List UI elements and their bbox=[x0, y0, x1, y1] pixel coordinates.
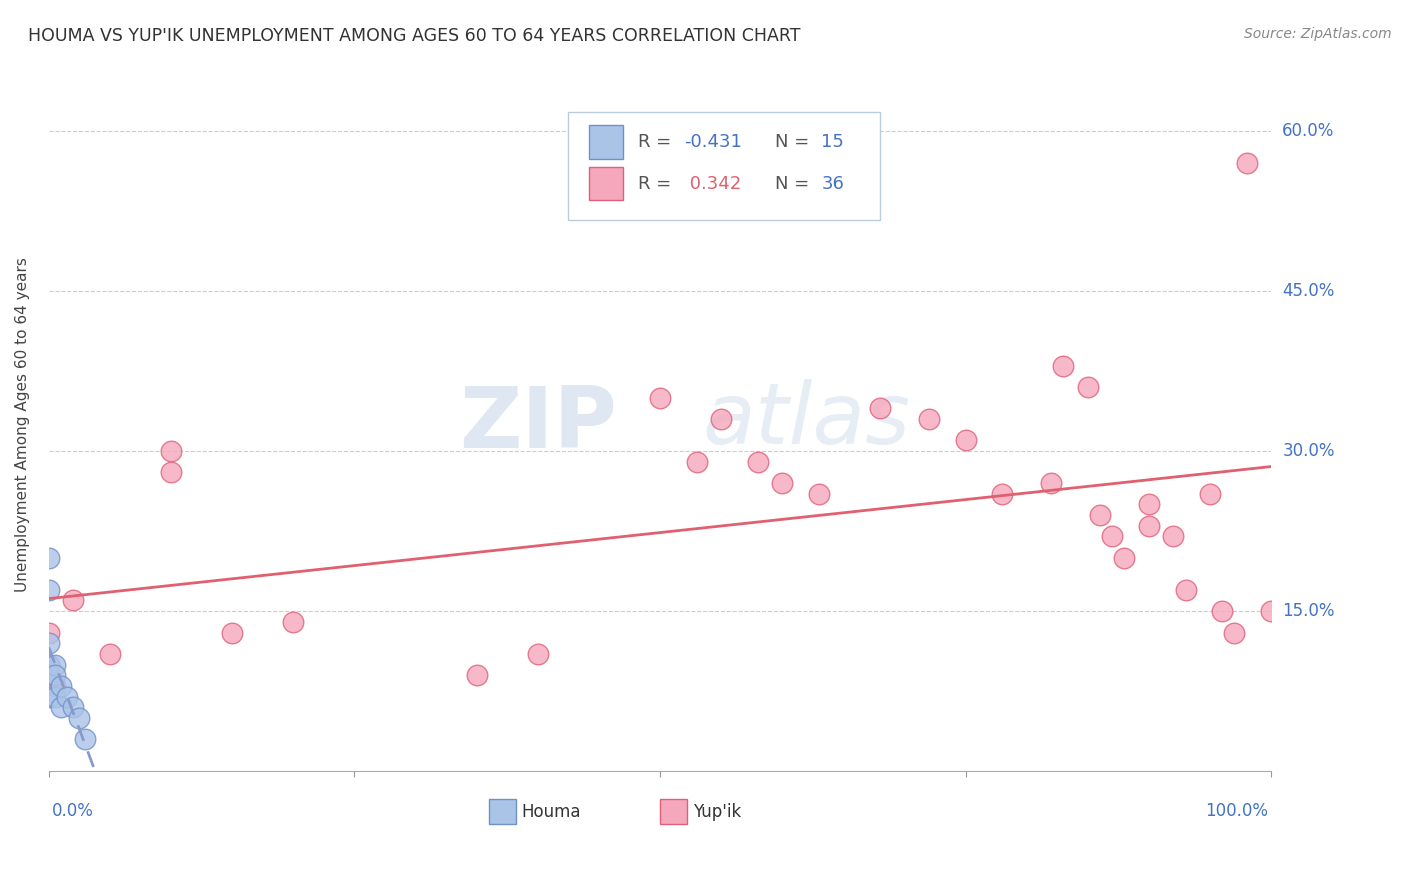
Point bbox=[38, 690, 60, 704]
Point bbox=[648, 391, 671, 405]
Point bbox=[67, 711, 90, 725]
Point bbox=[991, 487, 1014, 501]
Point bbox=[1163, 529, 1185, 543]
Text: -0.431: -0.431 bbox=[685, 133, 742, 151]
FancyBboxPatch shape bbox=[568, 112, 880, 219]
Point bbox=[1199, 487, 1222, 501]
Point bbox=[1088, 508, 1111, 522]
Text: ZIP: ZIP bbox=[460, 383, 617, 466]
Bar bbox=[589, 125, 623, 159]
Point bbox=[1052, 359, 1074, 373]
Point bbox=[221, 625, 243, 640]
Text: Source: ZipAtlas.com: Source: ZipAtlas.com bbox=[1244, 27, 1392, 41]
Point bbox=[283, 615, 305, 629]
Point bbox=[1137, 497, 1160, 511]
Text: N =: N = bbox=[775, 133, 815, 151]
Text: 45.0%: 45.0% bbox=[1282, 282, 1334, 300]
Point bbox=[685, 455, 707, 469]
Point bbox=[62, 593, 84, 607]
Text: R =: R = bbox=[638, 133, 676, 151]
Point bbox=[1211, 604, 1233, 618]
Point bbox=[770, 476, 793, 491]
Point bbox=[1260, 604, 1282, 618]
Point bbox=[38, 550, 60, 565]
Point bbox=[1101, 529, 1123, 543]
Point bbox=[955, 434, 977, 448]
Text: 30.0%: 30.0% bbox=[1282, 442, 1334, 460]
Text: 100.0%: 100.0% bbox=[1205, 802, 1268, 820]
Text: 60.0%: 60.0% bbox=[1282, 122, 1334, 140]
Bar bbox=[589, 167, 623, 200]
Point bbox=[1174, 582, 1197, 597]
Text: N =: N = bbox=[775, 175, 815, 193]
Point bbox=[1077, 380, 1099, 394]
Point bbox=[1137, 518, 1160, 533]
Point bbox=[38, 636, 60, 650]
Text: Yup'ik: Yup'ik bbox=[693, 803, 741, 821]
Point bbox=[38, 657, 60, 672]
Point bbox=[75, 732, 97, 747]
Text: Houma: Houma bbox=[522, 803, 581, 821]
Text: R =: R = bbox=[638, 175, 676, 193]
Bar bbox=[659, 799, 688, 824]
Point bbox=[465, 668, 488, 682]
Point bbox=[44, 668, 66, 682]
Point bbox=[56, 690, 79, 704]
Text: 15.0%: 15.0% bbox=[1282, 602, 1334, 620]
Point bbox=[1223, 625, 1246, 640]
Text: 0.342: 0.342 bbox=[685, 175, 741, 193]
Point bbox=[918, 412, 941, 426]
Point bbox=[62, 700, 84, 714]
Point bbox=[807, 487, 830, 501]
Point bbox=[1114, 550, 1136, 565]
Point bbox=[44, 690, 66, 704]
Point bbox=[710, 412, 733, 426]
Text: 36: 36 bbox=[821, 175, 844, 193]
Point bbox=[38, 657, 60, 672]
Point bbox=[44, 679, 66, 693]
Point bbox=[38, 625, 60, 640]
Point bbox=[98, 647, 121, 661]
Point bbox=[526, 647, 548, 661]
Text: HOUMA VS YUP'IK UNEMPLOYMENT AMONG AGES 60 TO 64 YEARS CORRELATION CHART: HOUMA VS YUP'IK UNEMPLOYMENT AMONG AGES … bbox=[28, 27, 800, 45]
Point bbox=[1236, 156, 1258, 170]
Point bbox=[1040, 476, 1063, 491]
Point bbox=[869, 401, 891, 416]
Point bbox=[49, 700, 72, 714]
Bar bbox=[489, 799, 516, 824]
Y-axis label: Unemployment Among Ages 60 to 64 years: Unemployment Among Ages 60 to 64 years bbox=[15, 257, 30, 591]
Point bbox=[160, 466, 183, 480]
Text: 0.0%: 0.0% bbox=[52, 802, 93, 820]
Text: 15: 15 bbox=[821, 133, 844, 151]
Point bbox=[160, 444, 183, 458]
Point bbox=[747, 455, 769, 469]
Point bbox=[38, 582, 60, 597]
Point bbox=[38, 668, 60, 682]
Point bbox=[44, 657, 66, 672]
Text: atlas: atlas bbox=[703, 379, 911, 462]
Point bbox=[49, 679, 72, 693]
